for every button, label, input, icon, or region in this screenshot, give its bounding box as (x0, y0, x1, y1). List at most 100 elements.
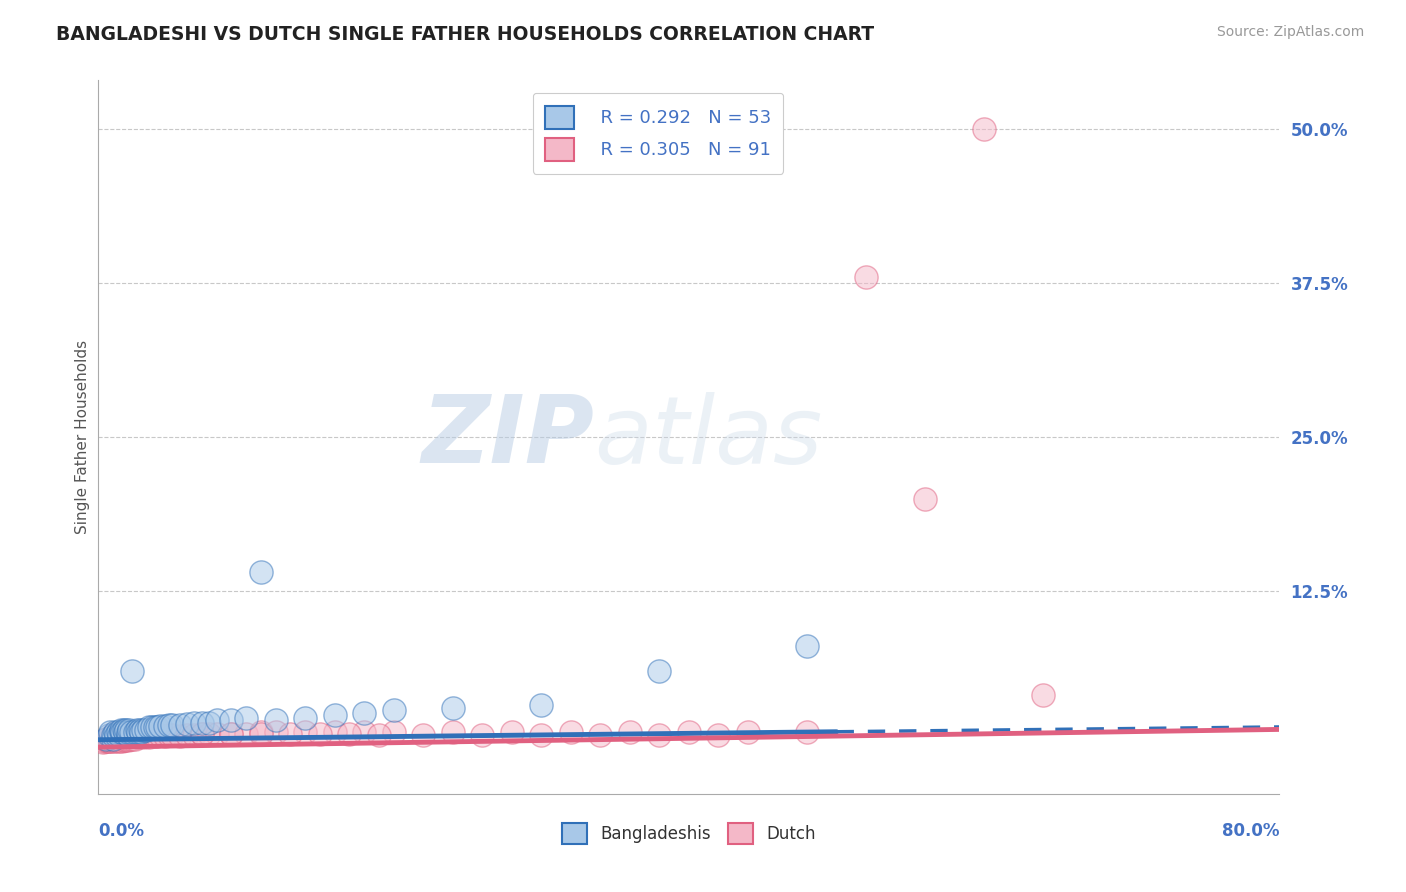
Point (128, 723, 150, 737)
Point (110, 731, 132, 745)
Point (678, 725, 700, 739)
Text: BANGLADESHI VS DUTCH SINGLE FATHER HOUSEHOLDS CORRELATION CHART: BANGLADESHI VS DUTCH SINGLE FATHER HOUSE… (56, 25, 875, 44)
Point (100, 732, 122, 747)
Point (98, 734, 121, 748)
Point (108, 728, 131, 742)
Point (353, 706, 375, 720)
Point (471, 728, 494, 742)
Point (129, 725, 152, 739)
Point (162, 728, 183, 742)
Point (135, 723, 157, 737)
Point (120, 731, 142, 745)
Point (114, 732, 136, 747)
Point (115, 723, 138, 737)
Point (104, 725, 127, 739)
Point (127, 731, 149, 745)
Point (143, 729, 166, 743)
Point (111, 734, 134, 748)
Point (176, 716, 198, 731)
Point (412, 728, 434, 742)
Point (103, 729, 125, 743)
Point (105, 728, 128, 742)
Point (98, 725, 121, 739)
Point (110, 723, 132, 737)
Point (183, 728, 205, 742)
Point (125, 729, 148, 743)
Point (108, 734, 131, 748)
Point (235, 710, 257, 724)
Point (235, 726, 257, 740)
Point (339, 726, 361, 740)
Point (855, 270, 877, 285)
Point (112, 732, 135, 747)
Point (796, 725, 818, 739)
Point (114, 725, 136, 739)
Point (138, 731, 160, 745)
Point (323, 725, 346, 739)
Point (117, 725, 139, 739)
Point (157, 728, 180, 742)
Legend: Bangladeshis, Dutch: Bangladeshis, Dutch (548, 810, 830, 857)
Point (309, 726, 332, 740)
Point (264, 713, 287, 727)
Point (530, 728, 553, 742)
Point (973, 122, 995, 136)
Point (103, 734, 125, 748)
Point (205, 726, 228, 740)
Point (118, 731, 141, 746)
Point (91, 735, 114, 749)
Point (107, 732, 129, 747)
Point (191, 726, 214, 740)
Point (103, 731, 125, 746)
Point (169, 729, 191, 743)
Point (441, 700, 464, 714)
Point (501, 725, 523, 739)
Point (97, 731, 120, 746)
Point (183, 715, 205, 730)
Point (648, 728, 671, 742)
Point (111, 725, 134, 739)
Point (737, 725, 759, 739)
Text: atlas: atlas (595, 392, 823, 483)
Point (135, 729, 157, 743)
Point (143, 721, 166, 735)
Point (97, 728, 120, 742)
Point (111, 729, 134, 743)
Point (280, 726, 302, 740)
Point (153, 729, 176, 743)
Point (141, 721, 163, 735)
Point (169, 718, 191, 732)
Point (104, 731, 127, 745)
Point (121, 664, 143, 678)
Point (149, 728, 172, 742)
Point (221, 726, 243, 740)
Point (112, 723, 135, 737)
Point (107, 731, 129, 745)
Text: ZIP: ZIP (422, 391, 595, 483)
Point (441, 725, 464, 739)
Point (104, 732, 127, 747)
Point (96, 734, 118, 748)
Point (108, 729, 131, 743)
Point (118, 723, 141, 737)
Point (132, 723, 155, 737)
Point (115, 731, 138, 746)
Point (110, 725, 132, 739)
Point (353, 725, 375, 739)
Point (250, 726, 273, 740)
Point (264, 725, 287, 739)
Point (323, 708, 346, 723)
Point (125, 723, 148, 737)
Text: 80.0%: 80.0% (1222, 822, 1279, 840)
Point (191, 715, 214, 730)
Point (94, 731, 117, 746)
Point (162, 718, 183, 732)
Point (205, 713, 228, 727)
Point (117, 732, 139, 747)
Point (382, 725, 405, 739)
Point (146, 721, 169, 735)
Point (198, 715, 221, 730)
Point (110, 732, 132, 747)
Point (382, 703, 405, 717)
Point (221, 726, 243, 740)
